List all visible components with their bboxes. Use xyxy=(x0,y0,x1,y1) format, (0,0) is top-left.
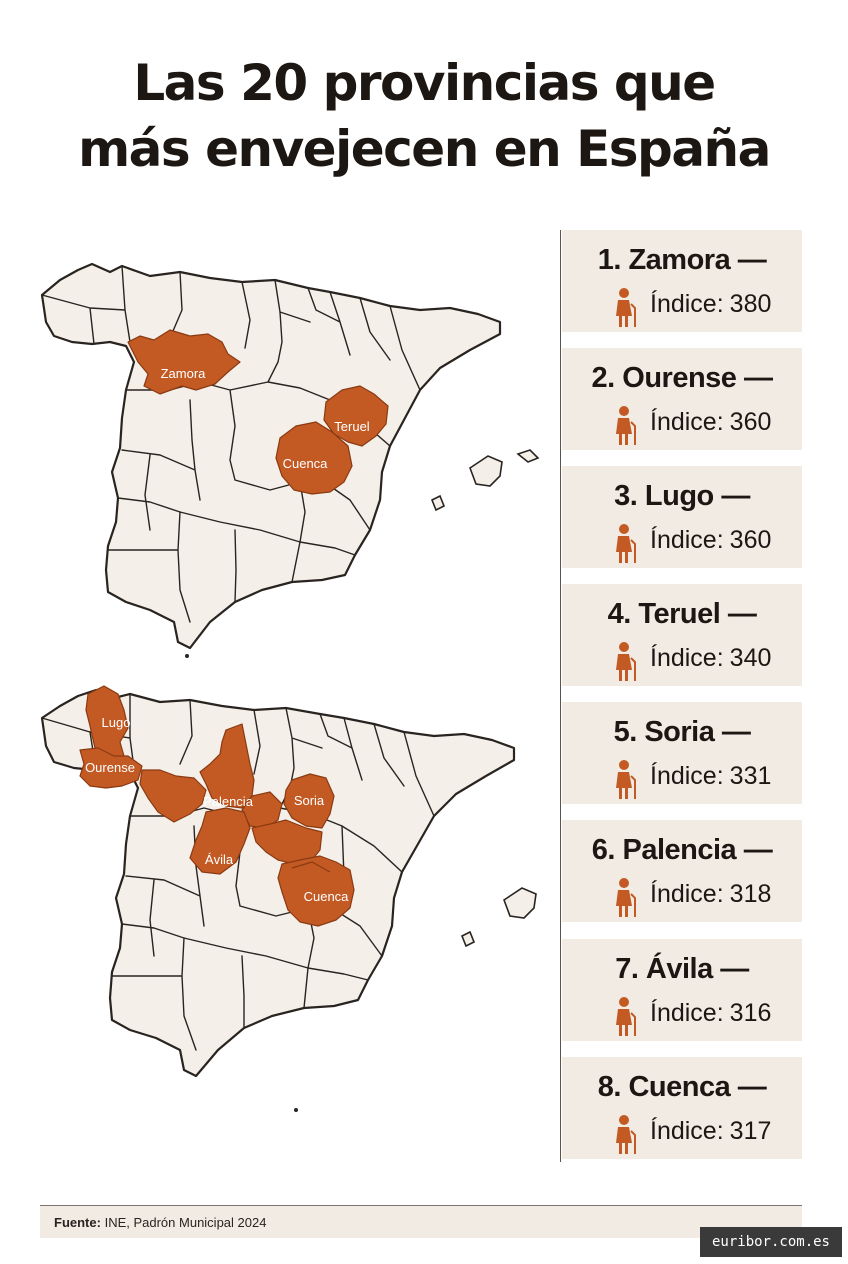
ranking-card: 2. Ourense — Índice: 360 xyxy=(562,348,802,450)
elderly-person-icon xyxy=(616,878,636,917)
map-label-palencia: Palencia xyxy=(203,794,254,809)
ranking-card-index: Índice: 380 xyxy=(650,290,771,319)
province-borders-top xyxy=(41,265,421,623)
ranking-card: 4. Teruel — Índice: 340 xyxy=(562,584,802,686)
index-label: Índice: xyxy=(650,1117,724,1145)
province-zamora-top xyxy=(127,329,241,395)
island-menorca-top xyxy=(516,449,540,463)
ranking-card-title: 1. Zamora — xyxy=(597,244,767,276)
spain-map-bottom-svg: Lugo Ourense Palencia Soria Ávila Cuenca xyxy=(40,685,537,1112)
province-cuenca-bottom xyxy=(277,855,355,927)
cuenca-internal-line xyxy=(291,861,331,873)
index-value: 317 xyxy=(729,1117,772,1145)
ranking-card-index: Índice: 360 xyxy=(650,408,771,437)
index-label: Índice: xyxy=(650,999,724,1027)
spain-map-top: Zamora Teruel Cuenca xyxy=(30,250,550,670)
map-label-zamora: Zamora xyxy=(161,366,207,381)
island-mallorca-top xyxy=(469,455,503,487)
ceuta-dot-bottom xyxy=(294,1108,298,1112)
island-ibiza-top xyxy=(430,494,446,512)
ranking-card-index: Índice: 360 xyxy=(650,526,771,555)
source-label: Fuente: xyxy=(54,1215,101,1230)
index-label: Índice: xyxy=(650,644,724,672)
index-value: 340 xyxy=(729,644,772,672)
province-avila-bottom xyxy=(189,807,251,875)
elderly-person-icon xyxy=(616,997,636,1036)
index-value: 360 xyxy=(729,526,772,554)
map-label-avila: Ávila xyxy=(205,852,234,867)
province-palencia-bottom xyxy=(199,723,255,809)
map-label-cuenca-bottom: Cuenca xyxy=(304,889,350,904)
index-value: 331 xyxy=(729,762,772,790)
ranking-card: 1. Zamora — Índice: 380 xyxy=(562,230,802,332)
elderly-person-icon xyxy=(616,524,636,563)
divider-line xyxy=(560,230,561,1162)
ranking-card: 8. Cuenca — Índice: 317 xyxy=(562,1057,802,1159)
ranking-card-title: 6. Palencia — xyxy=(591,834,773,866)
island-ibiza-bottom xyxy=(460,930,476,948)
source-text: INE, Padrón Municipal 2024 xyxy=(104,1215,267,1230)
ranking-card-index: Índice: 316 xyxy=(650,999,771,1028)
index-label: Índice: xyxy=(650,762,724,790)
ceuta-dot-top xyxy=(185,654,189,658)
map-label-cuenca: Cuenca xyxy=(283,456,329,471)
map-label-soria: Soria xyxy=(294,793,325,808)
index-value: 360 xyxy=(729,408,772,436)
ranking-card-title: 5. Soria — xyxy=(613,716,751,748)
map-label-lugo: Lugo xyxy=(102,715,131,730)
ranking-card: 7. Ávila — Índice: 316 xyxy=(562,939,802,1041)
island-mallorca-bottom xyxy=(503,887,537,919)
index-value: 316 xyxy=(729,999,772,1027)
ranking-card: 5. Soria — Índice: 331 xyxy=(562,702,802,804)
ranking-card-title: 3. Lugo — xyxy=(614,480,750,512)
ranking-card-title: 7. Ávila — xyxy=(615,953,749,985)
elderly-person-icon xyxy=(616,1115,636,1154)
map-label-ourense: Ourense xyxy=(85,760,135,775)
ranking-card-index: Índice: 317 xyxy=(650,1117,771,1146)
index-label: Índice: xyxy=(650,880,724,908)
ranking-card-index: Índice: 318 xyxy=(650,880,771,909)
ranking-card: 6. Palencia — Índice: 318 xyxy=(562,820,802,922)
spain-map-bottom: Lugo Ourense Palencia Soria Ávila Cuenca xyxy=(30,680,550,1120)
spain-map-top-svg: Zamora Teruel Cuenca xyxy=(40,262,540,658)
elderly-person-icon xyxy=(616,760,636,799)
index-value: 318 xyxy=(729,880,772,908)
index-label: Índice: xyxy=(650,526,724,554)
watermark: euribor.com.es xyxy=(700,1227,842,1257)
elderly-person-icon xyxy=(616,406,636,445)
index-label: Índice: xyxy=(650,290,724,318)
elderly-person-icon xyxy=(616,288,636,327)
index-value: 380 xyxy=(729,290,772,318)
province-guadalajara-bottom xyxy=(251,819,323,865)
ranking-card-title: 8. Cuenca — xyxy=(597,1071,767,1103)
title-line-2: más envejecen en España xyxy=(78,120,771,178)
province-soria-bottom xyxy=(283,773,335,829)
source-footer: Fuente: INE, Padrón Municipal 2024 xyxy=(40,1205,802,1238)
ranking-card-index: Índice: 331 xyxy=(650,762,771,791)
ranking-card-index: Índice: 340 xyxy=(650,644,771,673)
province-cuenca-top xyxy=(275,421,353,495)
elderly-person-icon xyxy=(616,642,636,681)
page-title: Las 20 provincias que más envejecen en E… xyxy=(0,50,848,182)
province-zamora-bottom xyxy=(139,769,207,823)
spain-mainland-outline xyxy=(40,262,502,650)
title-line-1: Las 20 provincias que xyxy=(133,54,716,112)
map-label-teruel: Teruel xyxy=(334,419,370,434)
province-ourense-bottom xyxy=(79,747,143,789)
ranking-card-title: 2. Ourense — xyxy=(591,362,773,394)
ranking-card: 3. Lugo — Índice: 360 xyxy=(562,466,802,568)
ranking-card-title: 4. Teruel — xyxy=(607,598,757,630)
index-label: Índice: xyxy=(650,408,724,436)
